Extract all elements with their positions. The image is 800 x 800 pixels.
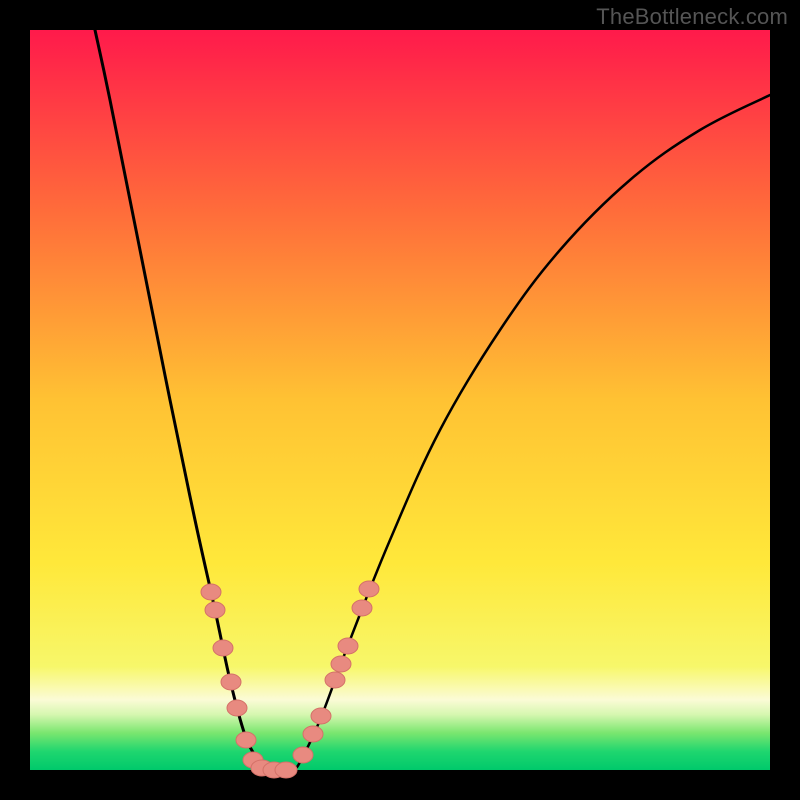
marker-right [293, 747, 313, 763]
marker-right [311, 708, 331, 724]
marker-valley [275, 762, 297, 778]
marker-right [303, 726, 323, 742]
watermark-text: TheBottleneck.com [596, 4, 788, 30]
marker-right [325, 672, 345, 688]
marker-left [213, 640, 233, 656]
marker-right [338, 638, 358, 654]
chart-gradient-background [30, 30, 770, 770]
marker-left [205, 602, 225, 618]
marker-left [221, 674, 241, 690]
chart-container: TheBottleneck.com [0, 0, 800, 800]
chart-svg [0, 0, 800, 800]
marker-left [201, 584, 221, 600]
marker-left [236, 732, 256, 748]
marker-right [331, 656, 351, 672]
marker-left [227, 700, 247, 716]
marker-right [352, 600, 372, 616]
marker-right [359, 581, 379, 597]
